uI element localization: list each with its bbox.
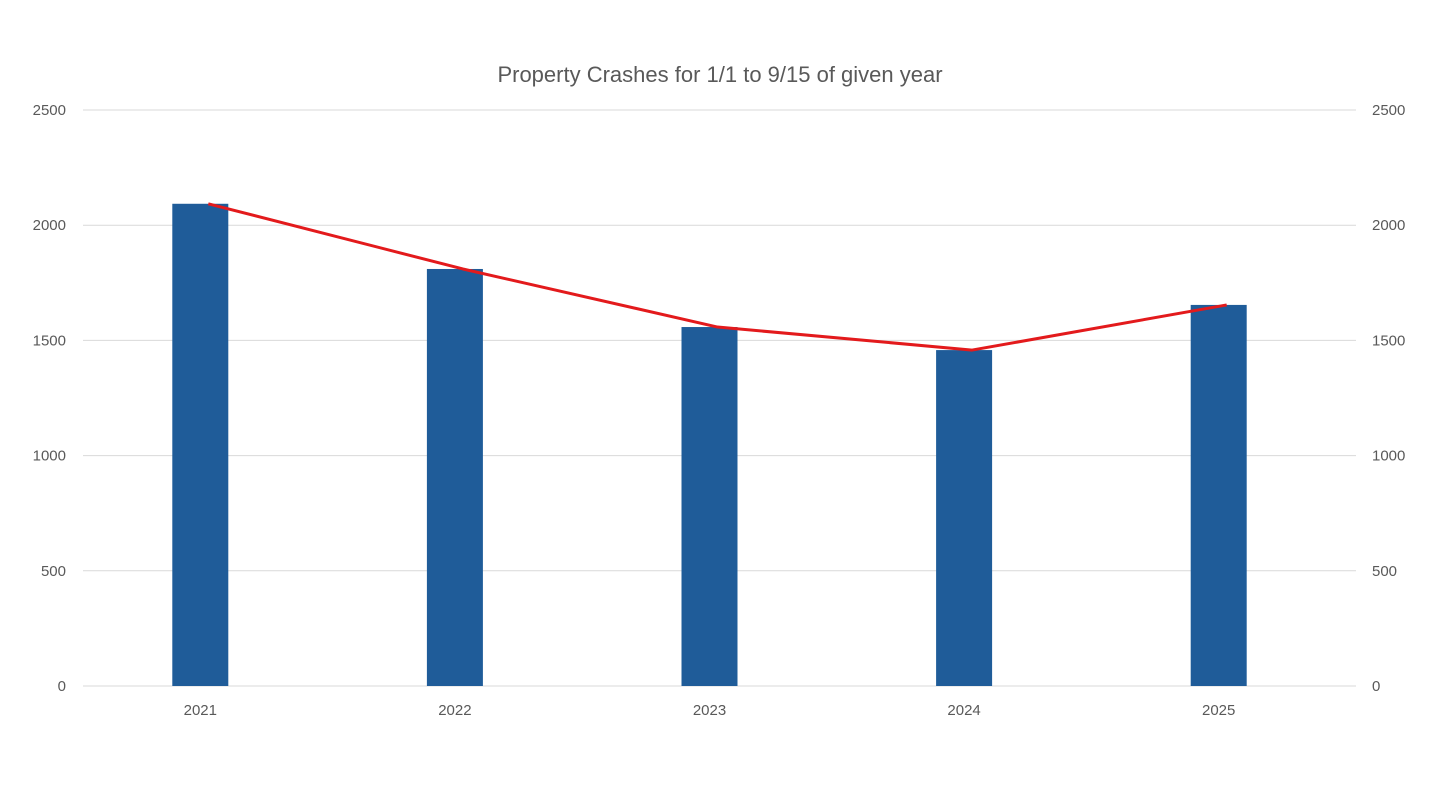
bar-2021 xyxy=(172,203,229,686)
y-tick-label-right: 0 xyxy=(1372,678,1380,695)
x-tick-label: 2022 xyxy=(438,702,471,719)
y-axis-right: 0 500 1000 1500 2000 2500 xyxy=(1372,102,1405,695)
bar-2022 xyxy=(426,268,483,686)
y-tick-label-left: 500 xyxy=(41,563,66,580)
chart-title: Property Crashes for 1/1 to 9/15 of give… xyxy=(497,62,942,87)
y-tick-label-left: 2000 xyxy=(33,217,66,234)
line-series xyxy=(207,202,1227,352)
y-tick-label-right: 500 xyxy=(1372,563,1397,580)
y-tick-label-right: 1500 xyxy=(1372,332,1405,349)
line-path xyxy=(207,202,1227,352)
bar-2025 xyxy=(1190,304,1247,686)
x-tick-label: 2025 xyxy=(1202,702,1235,719)
y-tick-label-right: 2500 xyxy=(1372,102,1405,119)
x-tick-label: 2021 xyxy=(184,702,217,719)
bar-2024 xyxy=(936,350,993,686)
bar-2023 xyxy=(681,327,738,686)
x-axis: 2021 2022 2023 2024 2025 xyxy=(184,702,1236,719)
y-tick-label-right: 2000 xyxy=(1372,217,1405,234)
y-tick-label-left: 2500 xyxy=(33,102,66,119)
y-tick-label-left: 1500 xyxy=(33,332,66,349)
y-tick-label-right: 1000 xyxy=(1372,448,1405,465)
x-tick-label: 2024 xyxy=(947,702,980,719)
y-tick-label-left: 0 xyxy=(58,678,66,695)
bar-series xyxy=(172,203,1247,686)
y-axis-left: 0 500 1000 1500 2000 2500 xyxy=(33,102,66,695)
y-tick-label-left: 1000 xyxy=(33,448,66,465)
x-tick-label: 2023 xyxy=(693,702,726,719)
